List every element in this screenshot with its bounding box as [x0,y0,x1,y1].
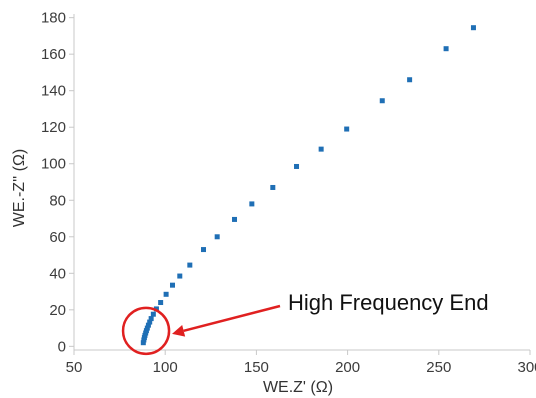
y-tick-label: 160 [41,46,66,63]
data-point [232,216,238,222]
annotation-arrow [183,304,281,333]
x-axis-ticks: 50 100 150 200 250 300 [66,350,536,376]
data-point [443,46,449,52]
data-point [153,306,159,312]
data-point [187,262,193,268]
y-tick-label: 140 [41,83,66,100]
data-point [177,273,183,279]
x-tick-label: 250 [426,359,451,376]
y-axis-title: WE.-Z'' (Ω) [11,149,28,228]
y-tick-label: 100 [41,156,66,173]
y-axis-ticks: 0 20 40 60 80 100 120 140 160 180 [41,10,74,355]
y-tick-label: 0 [58,338,66,355]
x-tick-label: 200 [335,359,360,376]
y-tick-label: 20 [49,302,66,319]
y-tick-label: 120 [41,119,66,136]
data-point [344,126,350,132]
data-point [379,98,385,104]
data-point [270,184,276,190]
annotation-group: High Frequency End [121,290,489,356]
data-point [158,300,164,306]
data-point [143,328,149,334]
series-points [140,25,476,346]
data-point [201,247,207,253]
x-axis-title: WE.Z' (Ω) [263,379,333,396]
data-point [140,340,146,346]
data-point [144,325,150,331]
data-point [214,234,220,240]
data-point [145,322,151,328]
data-point [407,77,413,83]
y-axis-title-group: WE.-Z'' (Ω) [11,149,28,228]
x-tick-label: 150 [244,359,269,376]
data-point [294,163,300,169]
annotation-label: High Frequency End [288,290,489,315]
y-tick-label: 40 [49,265,66,282]
y-tick-label: 60 [49,229,66,246]
data-point [147,319,153,325]
data-point [249,201,255,207]
x-tick-label: 50 [66,359,83,376]
data-point [163,291,169,297]
x-tick-label: 100 [153,359,178,376]
annotation-arrowhead [172,325,186,337]
annotation-circle [121,306,171,356]
y-tick-label: 80 [49,192,66,209]
x-tick-label: 300 [517,359,536,376]
data-point [318,146,324,152]
y-tick-label: 180 [41,10,66,27]
data-point [148,316,154,322]
data-point [470,25,476,31]
data-point [169,282,175,288]
data-point [150,311,156,317]
